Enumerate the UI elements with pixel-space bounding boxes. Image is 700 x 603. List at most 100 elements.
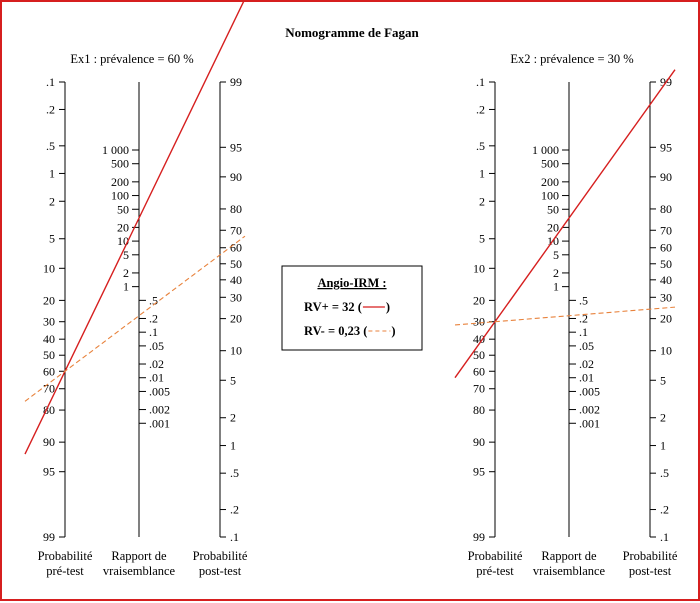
posttest-tick-label: 20 bbox=[660, 312, 672, 326]
lr-tick-label: 500 bbox=[111, 157, 129, 171]
pretest-tick-label: 99 bbox=[473, 530, 485, 544]
pretest-tick-label: 50 bbox=[43, 348, 55, 362]
pretest-tick-label: .2 bbox=[476, 102, 485, 116]
posttest-tick-label: 90 bbox=[660, 170, 672, 184]
pretest-tick-label: 5 bbox=[479, 232, 485, 246]
lr-tick-label: .05 bbox=[579, 339, 594, 353]
posttest-tick-label: .1 bbox=[660, 530, 669, 544]
pretest-tick-label: 2 bbox=[479, 194, 485, 208]
pretest-tick-label: .1 bbox=[476, 75, 485, 89]
pretest-tick-label: 10 bbox=[43, 261, 55, 275]
pretest-tick-label: 90 bbox=[473, 435, 485, 449]
pretest-tick-label: 70 bbox=[43, 382, 55, 396]
pretest-tick-label: 1 bbox=[479, 166, 485, 180]
pretest-tick-label: 99 bbox=[43, 530, 55, 544]
legend-title: Angio-IRM : bbox=[317, 276, 386, 290]
nomogram-panel-ex1: Ex1 : prévalence = 60 %.1.2.512510203040… bbox=[24, 2, 248, 578]
posttest-tick-label: 30 bbox=[660, 290, 672, 304]
negative-lr-line bbox=[454, 306, 676, 326]
lr-axis-label: vraisemblance bbox=[533, 564, 606, 578]
pretest-tick-label: 90 bbox=[43, 435, 55, 449]
pretest-tick-label: 50 bbox=[473, 348, 485, 362]
posttest-axis-label: post-test bbox=[629, 564, 672, 578]
lr-tick-label: .002 bbox=[579, 403, 600, 417]
lr-tick-label: .2 bbox=[149, 311, 158, 325]
pretest-tick-label: 60 bbox=[473, 364, 485, 378]
pretest-tick-label: .5 bbox=[46, 139, 55, 153]
posttest-tick-label: .2 bbox=[660, 503, 669, 517]
posttest-tick-label: 2 bbox=[230, 411, 236, 425]
lr-tick-label: .01 bbox=[579, 371, 594, 385]
legend-rvneg-close: ) bbox=[391, 324, 395, 338]
lr-tick-label: .001 bbox=[579, 416, 600, 430]
legend-box: Angio-IRM : RV+ = 32 ( ) RV- = 0,23 ( ) bbox=[281, 265, 423, 351]
lr-tick-label: 5 bbox=[123, 248, 129, 262]
posttest-tick-label: 10 bbox=[660, 344, 672, 358]
legend-rvpos-close: ) bbox=[386, 300, 390, 314]
pretest-axis-label: Probabilité bbox=[468, 549, 523, 563]
nomogram-panel-ex2: Ex2 : prévalence = 30 % .1 .2 .5 1 2 5 10 20 30 40… bbox=[454, 52, 678, 578]
posttest-tick-label: 99 bbox=[230, 75, 242, 89]
posttest-tick-label: 20 bbox=[230, 312, 242, 326]
pretest-tick-label: .5 bbox=[476, 139, 485, 153]
pretest-tick-label: .2 bbox=[46, 102, 55, 116]
positive-lr-line bbox=[454, 69, 676, 379]
pretest-axis-label: Probabilité bbox=[38, 549, 93, 563]
lr-tick-label: 100 bbox=[111, 189, 129, 203]
posttest-tick-label: 50 bbox=[230, 257, 242, 271]
posttest-tick-label: 5 bbox=[660, 373, 666, 387]
pretest-tick-label: 30 bbox=[43, 315, 55, 329]
figure-title: Nomogramme de Fagan bbox=[285, 25, 419, 40]
posttest-tick-label: 50 bbox=[660, 257, 672, 271]
lr-tick-label: .5 bbox=[579, 293, 588, 307]
lr-tick-label: 200 bbox=[541, 175, 559, 189]
lr-tick-label: .01 bbox=[149, 371, 164, 385]
lr-tick-label: .1 bbox=[149, 325, 158, 339]
positive-lr-line bbox=[24, 2, 245, 455]
lr-tick-label: 5 bbox=[553, 248, 559, 262]
lr-tick-label: 20 bbox=[117, 220, 129, 234]
lr-tick-label: .001 bbox=[149, 416, 170, 430]
lr-tick-label: 200 bbox=[111, 175, 129, 189]
pretest-axis-label: pré-test bbox=[476, 564, 514, 578]
posttest-axis-label: Probabilité bbox=[623, 549, 678, 563]
pretest-tick-label: 20 bbox=[473, 293, 485, 307]
legend-rvpos-label: RV+ = 32 ( bbox=[304, 300, 362, 314]
pretest-tick-label: 80 bbox=[473, 403, 485, 417]
lr-tick-label: .005 bbox=[579, 384, 600, 398]
lr-axis-label: vraisemblance bbox=[103, 564, 176, 578]
pretest-tick-label: 95 bbox=[43, 465, 55, 479]
pretest-tick-label: 80 bbox=[43, 403, 55, 417]
posttest-tick-label: 60 bbox=[660, 241, 672, 255]
posttest-tick-label: 70 bbox=[230, 223, 242, 237]
posttest-tick-label: 30 bbox=[230, 290, 242, 304]
lr-tick-label: .2 bbox=[579, 311, 588, 325]
pretest-tick-label: 20 bbox=[43, 293, 55, 307]
posttest-tick-label: 40 bbox=[230, 273, 242, 287]
lr-tick-label: .02 bbox=[149, 357, 164, 371]
posttest-tick-label: .2 bbox=[230, 503, 239, 517]
posttest-tick-label: 5 bbox=[230, 373, 236, 387]
posttest-tick-label: 60 bbox=[230, 241, 242, 255]
pretest-tick-label: 40 bbox=[43, 332, 55, 346]
pretest-tick-label: 10 bbox=[473, 261, 485, 275]
lr-tick-label: .002 bbox=[149, 403, 170, 417]
lr-tick-label: 50 bbox=[117, 202, 129, 216]
lr-tick-label: .05 bbox=[149, 339, 164, 353]
posttest-tick-label: 40 bbox=[660, 273, 672, 287]
posttest-tick-label: 80 bbox=[660, 202, 672, 216]
panel-subtitle: Ex2 : prévalence = 30 % bbox=[510, 52, 633, 66]
lr-tick-label: 20 bbox=[547, 220, 559, 234]
posttest-axis-label: Probabilité bbox=[193, 549, 248, 563]
legend-rvneg-label: RV- = 0,23 ( bbox=[304, 324, 367, 338]
lr-tick-label: 100 bbox=[541, 189, 559, 203]
lr-tick-label: .5 bbox=[149, 293, 158, 307]
lr-axis-label: Rapport de bbox=[541, 549, 597, 563]
lr-axis-label: Rapport de bbox=[111, 549, 167, 563]
lr-tick-label: 2 bbox=[553, 266, 559, 280]
posttest-tick-label: .1 bbox=[230, 530, 239, 544]
pretest-tick-label: 40 bbox=[473, 332, 485, 346]
pretest-tick-label: 1 bbox=[49, 166, 55, 180]
